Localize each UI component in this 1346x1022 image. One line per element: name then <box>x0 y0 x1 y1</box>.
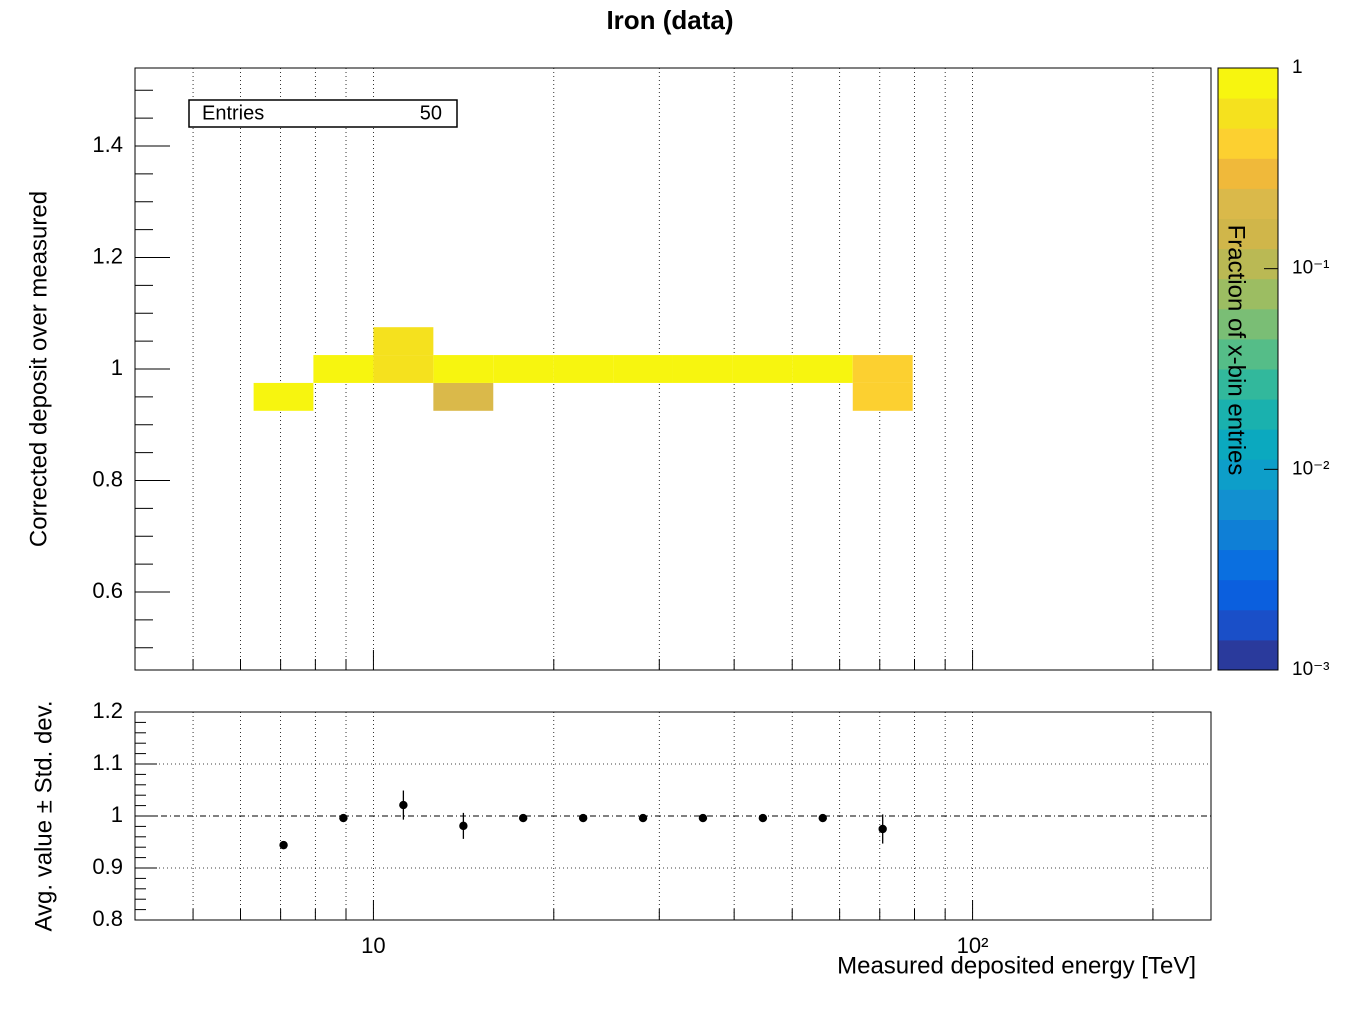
heatmap-cell <box>553 355 614 383</box>
data-point <box>518 813 528 823</box>
y-tick-label: 1.4 <box>92 132 123 157</box>
palette-band <box>1218 248 1278 280</box>
stats-box <box>188 99 458 128</box>
palette-band <box>1218 308 1278 340</box>
heatmap-cell <box>313 355 374 383</box>
heatmap-cell <box>613 355 673 383</box>
palette-band <box>1218 278 1278 310</box>
palette-band <box>1218 519 1278 551</box>
data-point <box>279 840 288 850</box>
data-point <box>578 813 588 823</box>
palette-band <box>1218 218 1278 250</box>
palette-band <box>1218 338 1278 370</box>
x-axis-label: Measured deposited energy [TeV] <box>837 952 1196 979</box>
heatmap-cell <box>852 382 913 411</box>
heatmap-cell <box>493 355 554 383</box>
data-point <box>818 813 827 823</box>
data-point <box>399 800 408 810</box>
heatmap-cell <box>852 355 913 383</box>
x-tick-label: 10² <box>957 933 989 958</box>
palette-band <box>1218 188 1278 219</box>
stats-label: Entries <box>202 102 264 124</box>
plot-frame <box>134 711 1212 921</box>
heatmap-cell <box>792 355 853 383</box>
y-tick-label: 0.9 <box>92 854 123 879</box>
plot-frame <box>134 67 1212 671</box>
palette-band <box>1218 459 1278 490</box>
palette-band <box>1218 639 1278 671</box>
palette-band <box>1218 609 1278 641</box>
y-axis-label: Avg. value ± Std. dev. <box>30 700 57 931</box>
x-tick-label: 10 <box>361 933 385 958</box>
heatmap-cell <box>672 355 733 383</box>
colorbar-tick-label: 10⁻² <box>1292 458 1330 479</box>
palette-band <box>1218 158 1278 189</box>
data-point <box>459 821 468 831</box>
y-tick-label: 0.8 <box>92 466 123 491</box>
heatmap-cell <box>253 382 314 411</box>
y-tick-label: 0.8 <box>92 906 123 931</box>
heatmap-cell <box>433 355 494 383</box>
colorbar-tick-label: 10⁻³ <box>1292 659 1330 680</box>
heatmap-cell <box>373 327 434 356</box>
colorbar-frame <box>1217 67 1279 671</box>
stats-value: 50 <box>420 102 442 124</box>
chart-title: Iron (data) <box>606 5 733 35</box>
heatmap-cell <box>373 355 434 383</box>
palette-band <box>1218 68 1278 99</box>
y-tick-label: 1.1 <box>92 750 123 775</box>
y-axis-label: Corrected deposit over measured <box>25 191 52 547</box>
y-tick-label: 1 <box>111 355 123 380</box>
y-tick-label: 1.2 <box>92 698 123 723</box>
palette-band <box>1218 399 1278 430</box>
palette-band <box>1218 128 1278 159</box>
heatmap-cell <box>732 355 793 383</box>
colorbar-tick-label: 1 <box>1292 57 1303 78</box>
data-point <box>638 813 648 823</box>
colorbar-tick-label: 10⁻¹ <box>1292 258 1330 279</box>
y-tick-label: 1.2 <box>92 243 123 268</box>
heatmap-cell <box>433 382 494 411</box>
y-tick-label: 0.6 <box>92 578 123 603</box>
palette-band <box>1218 98 1278 129</box>
data-point <box>339 813 348 823</box>
palette-band <box>1218 369 1278 400</box>
palette-band <box>1218 489 1278 520</box>
palette-band <box>1218 579 1278 611</box>
y-tick-label: 1 <box>111 802 123 827</box>
data-point <box>758 813 768 823</box>
palette-band <box>1218 549 1278 581</box>
colorbar-label: Fraction of x-bin entries <box>1223 225 1250 476</box>
data-point <box>878 824 887 834</box>
palette-band <box>1218 429 1278 460</box>
data-point <box>698 813 708 823</box>
